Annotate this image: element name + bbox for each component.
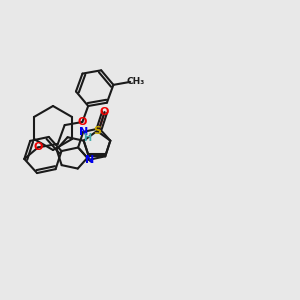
Text: N: N (79, 127, 88, 137)
Text: H: H (83, 133, 91, 143)
Text: S: S (93, 126, 101, 136)
Text: N: N (85, 155, 94, 165)
Text: O: O (100, 107, 109, 117)
Text: O: O (33, 142, 43, 152)
Text: O: O (78, 117, 87, 127)
Text: CH₃: CH₃ (126, 76, 144, 85)
